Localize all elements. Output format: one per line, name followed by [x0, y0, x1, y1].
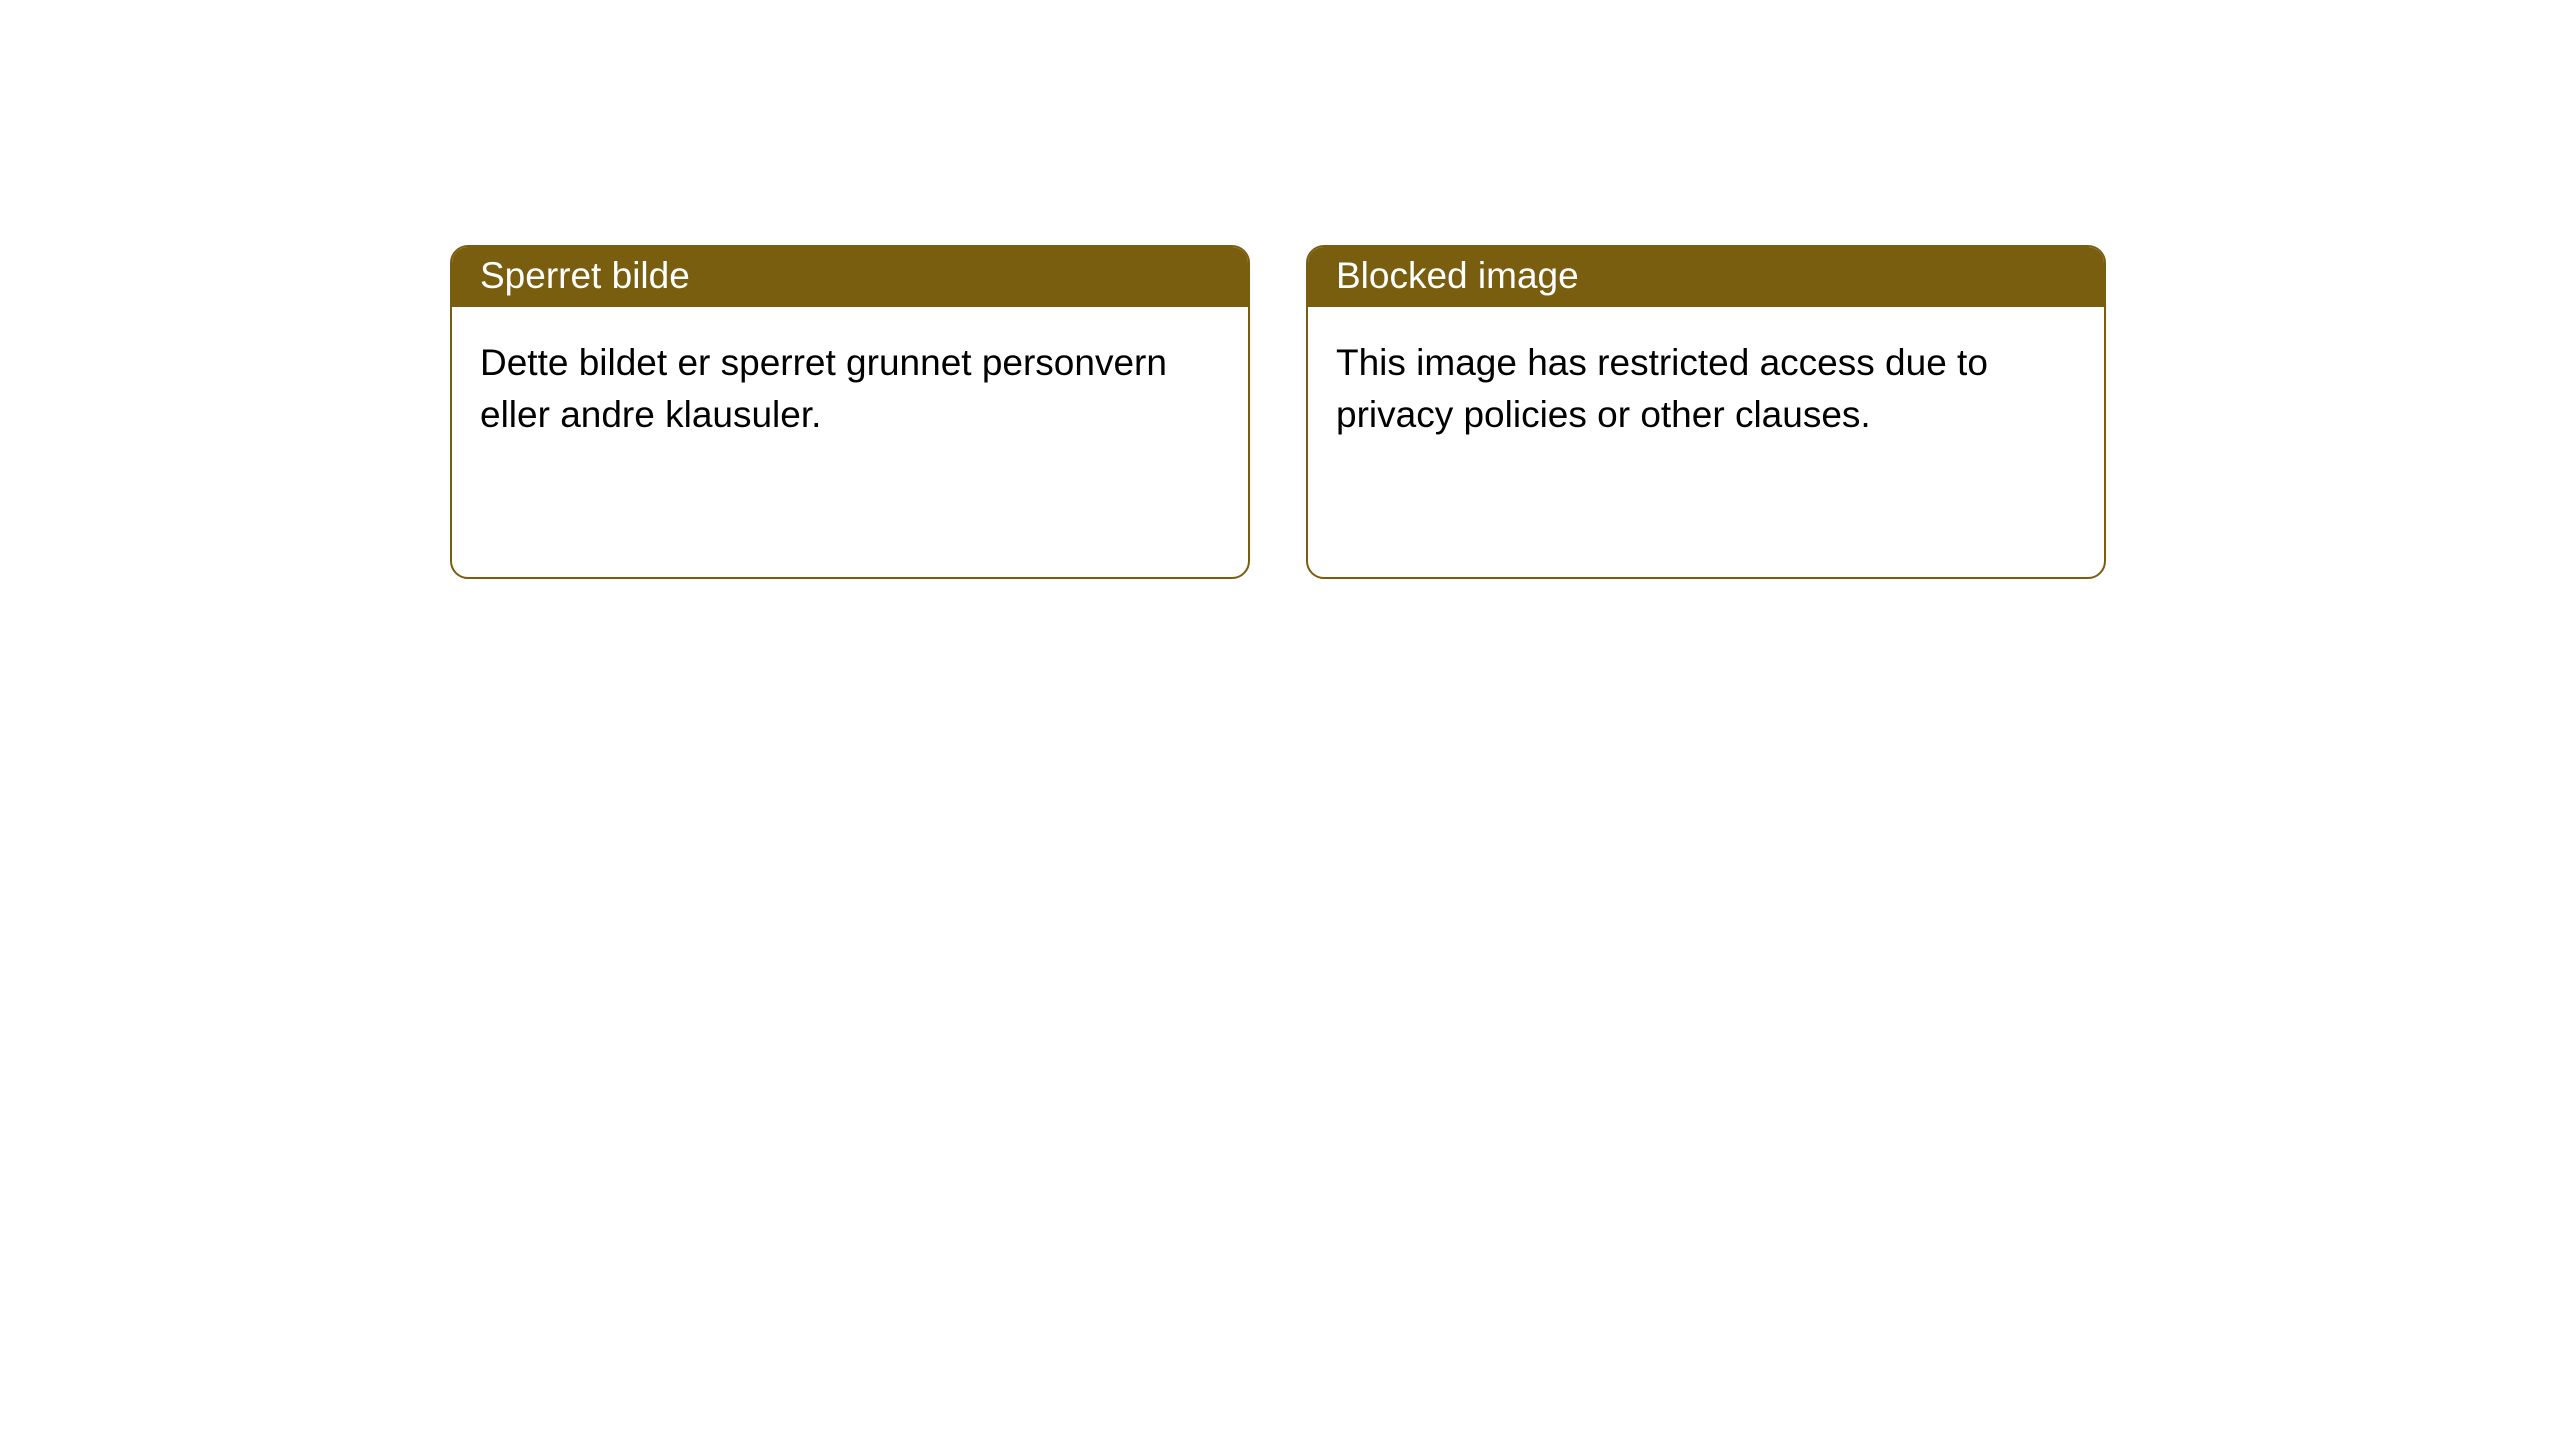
notice-card-norwegian: Sperret bilde Dette bildet er sperret gr… — [450, 245, 1250, 579]
notice-body-english: This image has restricted access due to … — [1308, 307, 2104, 577]
notice-card-english: Blocked image This image has restricted … — [1306, 245, 2106, 579]
notice-container: Sperret bilde Dette bildet er sperret gr… — [450, 245, 2106, 579]
notice-title-norwegian: Sperret bilde — [452, 247, 1248, 307]
notice-title-english: Blocked image — [1308, 247, 2104, 307]
notice-body-norwegian: Dette bildet er sperret grunnet personve… — [452, 307, 1248, 577]
